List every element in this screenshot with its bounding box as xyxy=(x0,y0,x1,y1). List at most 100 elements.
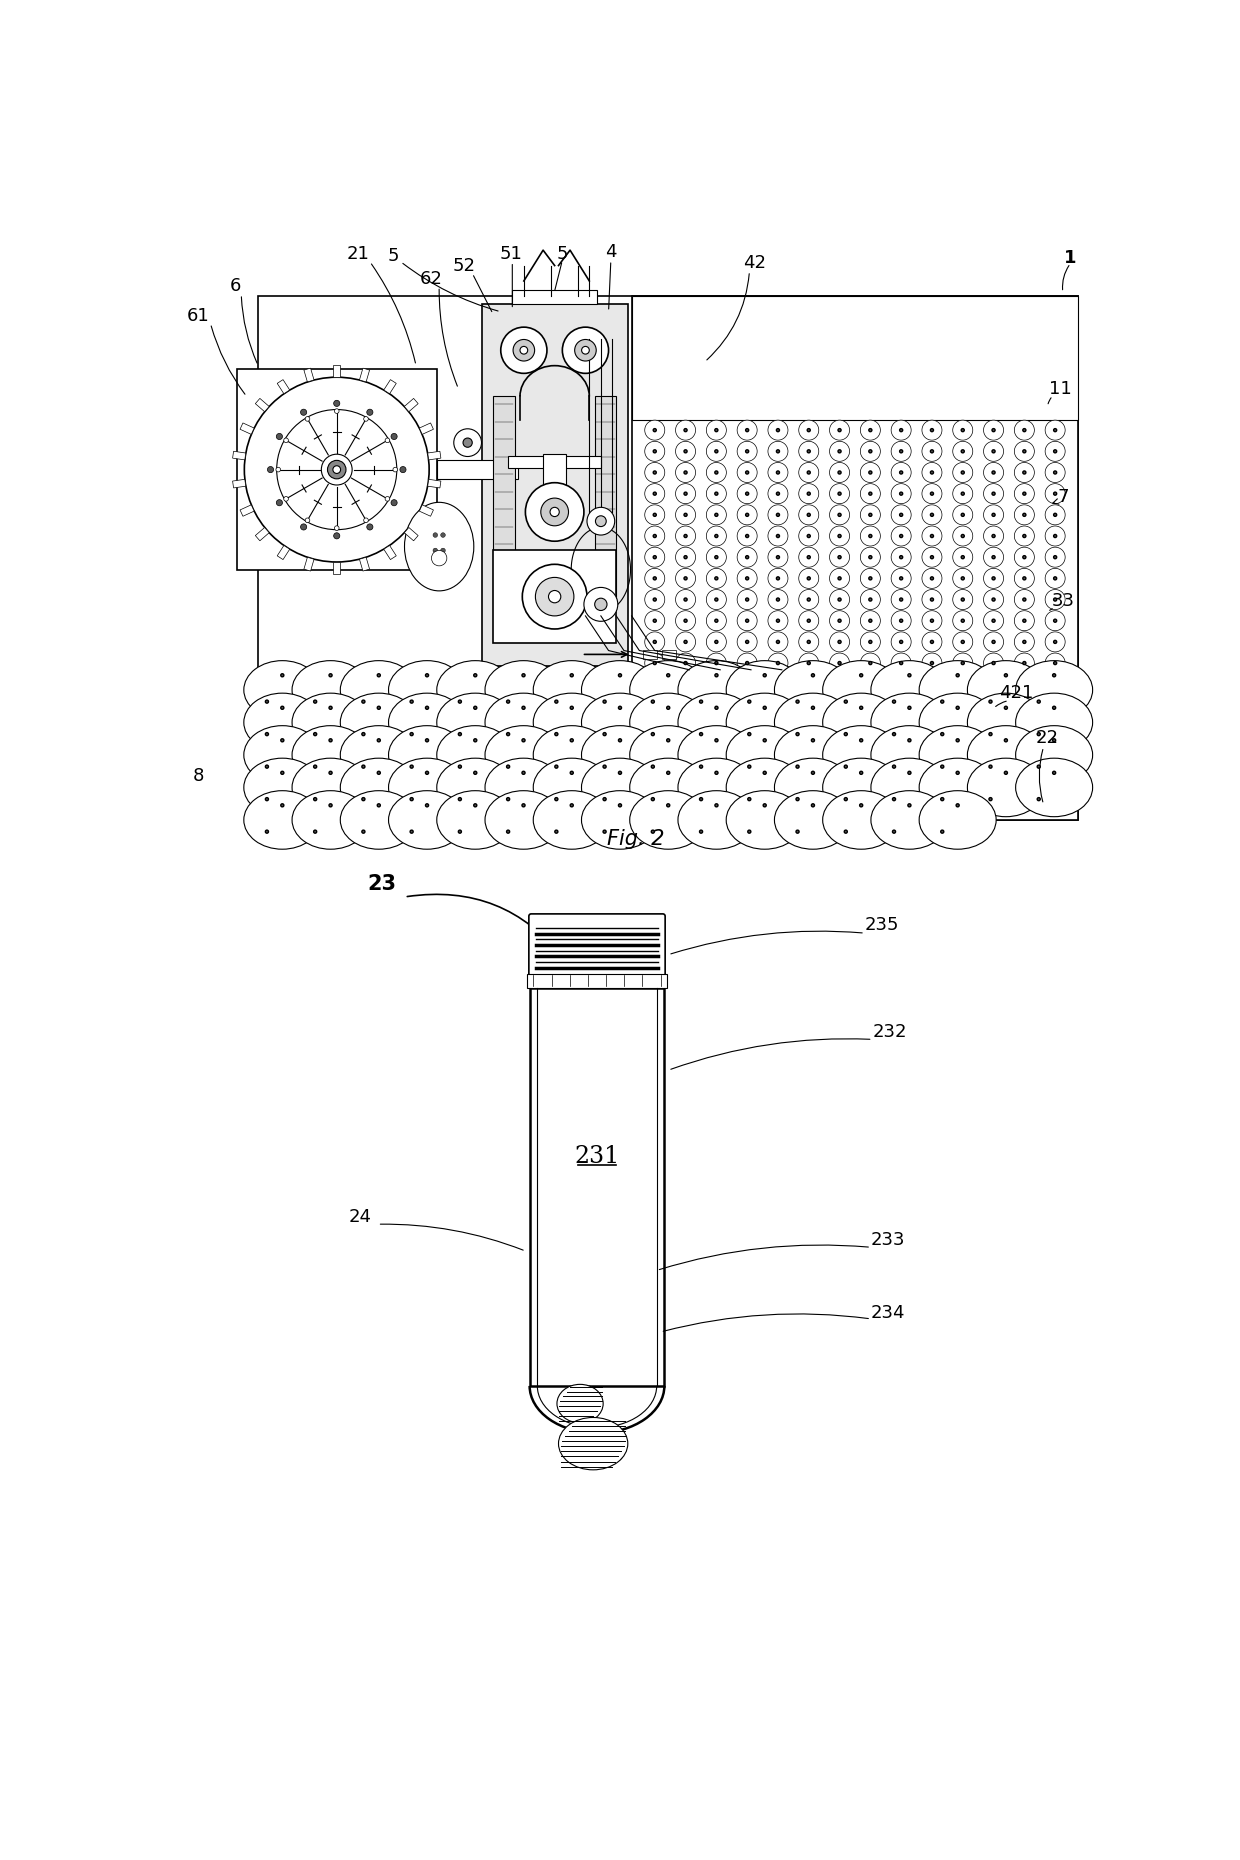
Circle shape xyxy=(714,471,718,474)
Circle shape xyxy=(930,534,934,538)
Circle shape xyxy=(651,733,655,737)
Polygon shape xyxy=(278,379,290,394)
Circle shape xyxy=(474,673,477,677)
Circle shape xyxy=(941,830,944,833)
Ellipse shape xyxy=(340,790,418,850)
Ellipse shape xyxy=(557,1384,603,1423)
Ellipse shape xyxy=(340,725,418,785)
Circle shape xyxy=(265,798,268,800)
Circle shape xyxy=(838,493,841,495)
Ellipse shape xyxy=(1016,660,1092,720)
Circle shape xyxy=(377,772,381,774)
Polygon shape xyxy=(384,545,397,560)
Circle shape xyxy=(768,526,787,547)
Circle shape xyxy=(961,662,965,664)
Circle shape xyxy=(707,463,727,482)
Circle shape xyxy=(707,590,727,610)
Circle shape xyxy=(776,450,780,452)
Circle shape xyxy=(551,508,559,517)
Polygon shape xyxy=(404,398,418,411)
Ellipse shape xyxy=(775,759,852,817)
Polygon shape xyxy=(419,422,434,435)
Circle shape xyxy=(570,707,573,709)
Ellipse shape xyxy=(293,660,370,720)
Circle shape xyxy=(684,471,687,474)
Ellipse shape xyxy=(775,790,852,850)
Circle shape xyxy=(425,738,429,742)
Text: 234: 234 xyxy=(870,1304,905,1322)
Bar xyxy=(481,303,627,666)
Circle shape xyxy=(410,830,413,833)
Ellipse shape xyxy=(244,759,321,817)
Circle shape xyxy=(776,471,780,474)
Circle shape xyxy=(799,632,818,651)
Circle shape xyxy=(284,497,289,500)
Circle shape xyxy=(1045,653,1065,673)
Circle shape xyxy=(930,513,934,517)
Circle shape xyxy=(899,640,903,644)
Circle shape xyxy=(507,798,510,800)
Circle shape xyxy=(830,590,849,610)
Ellipse shape xyxy=(558,1417,627,1469)
Circle shape xyxy=(961,450,965,452)
Circle shape xyxy=(377,707,381,709)
Circle shape xyxy=(554,764,558,768)
Circle shape xyxy=(748,699,751,703)
Circle shape xyxy=(645,547,665,567)
Ellipse shape xyxy=(485,790,562,850)
Circle shape xyxy=(893,764,895,768)
Circle shape xyxy=(990,764,992,768)
Circle shape xyxy=(391,433,397,439)
Circle shape xyxy=(433,549,438,552)
Circle shape xyxy=(305,517,310,523)
Circle shape xyxy=(363,517,368,523)
Circle shape xyxy=(714,599,718,601)
Polygon shape xyxy=(360,368,370,381)
Circle shape xyxy=(930,662,934,664)
Circle shape xyxy=(844,699,847,703)
Ellipse shape xyxy=(340,759,418,817)
Circle shape xyxy=(1053,738,1055,742)
Circle shape xyxy=(737,653,758,673)
Circle shape xyxy=(869,619,872,623)
Circle shape xyxy=(930,577,934,580)
Text: 8: 8 xyxy=(192,766,203,785)
Circle shape xyxy=(869,534,872,538)
Bar xyxy=(631,296,1079,820)
Circle shape xyxy=(796,798,799,800)
Ellipse shape xyxy=(533,759,610,817)
Circle shape xyxy=(861,420,880,441)
Circle shape xyxy=(335,526,339,530)
Circle shape xyxy=(244,378,429,562)
Circle shape xyxy=(844,798,847,800)
Polygon shape xyxy=(404,528,418,541)
Circle shape xyxy=(899,493,903,495)
Circle shape xyxy=(582,346,589,353)
Circle shape xyxy=(714,493,718,495)
Circle shape xyxy=(1045,547,1065,567)
Circle shape xyxy=(992,662,994,664)
Ellipse shape xyxy=(630,790,707,850)
Circle shape xyxy=(645,526,665,547)
Ellipse shape xyxy=(919,759,996,817)
Circle shape xyxy=(619,707,621,709)
Circle shape xyxy=(983,632,1003,651)
Circle shape xyxy=(1054,450,1056,452)
Circle shape xyxy=(667,804,670,807)
Circle shape xyxy=(983,441,1003,461)
Ellipse shape xyxy=(293,725,370,785)
Circle shape xyxy=(474,772,477,774)
Circle shape xyxy=(570,804,573,807)
Circle shape xyxy=(745,534,749,538)
Bar xyxy=(529,988,665,1386)
Circle shape xyxy=(807,493,810,495)
Text: 421: 421 xyxy=(999,684,1034,701)
Circle shape xyxy=(983,463,1003,482)
Ellipse shape xyxy=(822,759,900,817)
Circle shape xyxy=(893,699,895,703)
Circle shape xyxy=(930,640,934,644)
Circle shape xyxy=(1014,569,1034,588)
Circle shape xyxy=(830,632,849,651)
Circle shape xyxy=(956,772,960,774)
Circle shape xyxy=(1054,534,1056,538)
